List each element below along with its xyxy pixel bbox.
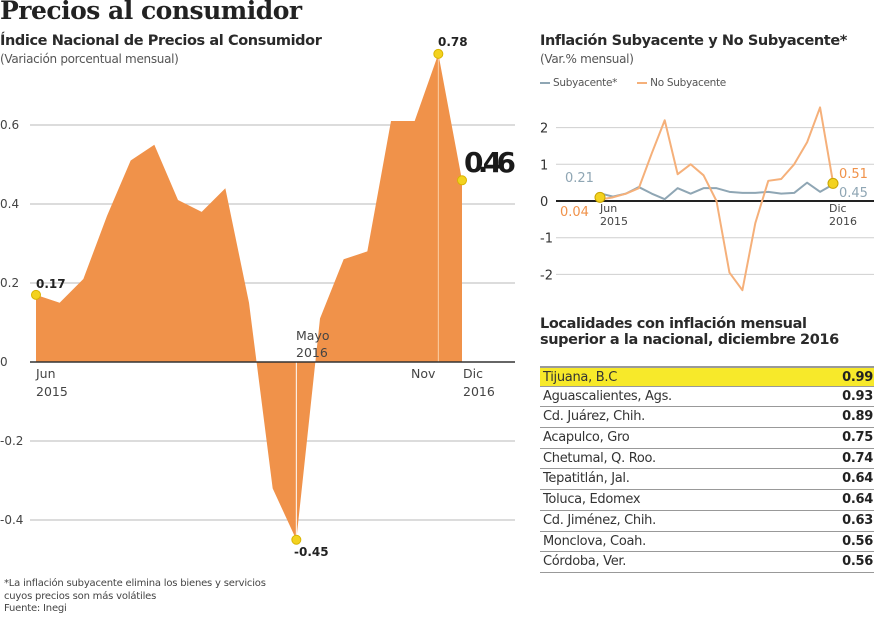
table-row: Acapulco, Gro 0.75 (540, 428, 874, 449)
y-tick-label: 0 (540, 195, 548, 210)
y-tick-label: -1 (540, 232, 553, 247)
x-label-dic-2016: 2016 (463, 384, 495, 399)
footnote-1: *La inflación subyacente elimina los bie… (4, 578, 266, 589)
table-row: Aguascalientes, Ags. 0.93 (540, 387, 874, 408)
table-row: Cd. Jiménez, Chih. 0.63 (540, 511, 874, 532)
series-line-no-subyacente (599, 106, 834, 292)
table-row: Chetumal, Q. Roo. 0.74 (540, 449, 874, 470)
inflation-value: 0.89 (842, 409, 873, 425)
table-row: Tijuana, B.C 0.99 (540, 366, 874, 387)
label-first: 0.17 (36, 277, 66, 291)
side-chart-subtitle: (Var.% mensual) (540, 52, 634, 66)
inflation-value: 0.75 (842, 430, 873, 446)
city-name: Cd. Juárez, Chih. (543, 409, 645, 425)
inflation-value: 0.93 (842, 388, 873, 404)
source: Fuente: Inegi (4, 603, 67, 614)
label-nosub-first: 0.04 (560, 205, 589, 220)
area-fill (36, 53, 462, 540)
y-tick-label: 0.6 (0, 118, 19, 132)
footnote-2: cuyos precios son más volátiles (4, 590, 157, 602)
y-tick-label: 0.2 (0, 276, 19, 290)
label-sub-last: 0.45 (839, 186, 868, 201)
table-row: Monclova, Coah. 0.56 (540, 532, 874, 553)
inflation-value: 0.56 (842, 554, 873, 570)
table-row: Córdoba, Ver. 0.56 (540, 552, 874, 573)
city-name: Tijuana, B.C (543, 370, 617, 385)
x-label-2016: 2016 (296, 345, 328, 360)
highlight-marker (31, 289, 41, 300)
city-name: Toluca, Edomex (543, 492, 641, 508)
y-tick-label: -0.4 (0, 513, 23, 527)
inflation-value: 0.63 (842, 512, 873, 528)
city-name: Chetumal, Q. Roo. (543, 450, 656, 466)
x-label-dic: Dic (463, 366, 483, 381)
x-label-mayo: Mayo (296, 328, 330, 343)
legend-no-subyacente: No Subyacente (650, 77, 726, 89)
table-row: Tepatitlán, Jal. 0.64 (540, 469, 874, 491)
inflation-value: 0.99 (842, 370, 873, 385)
legend-swatch-no-subyacente (637, 82, 648, 84)
label-last: 0.46 (464, 146, 516, 179)
city-name: Cd. Jiménez, Chih. (543, 512, 656, 528)
y-tick-label: 0 (0, 355, 8, 369)
footnotes: *La inflación subyacente elimina los bie… (4, 578, 266, 616)
highlight-marker (457, 175, 467, 186)
legend-subyacente: Subyacente* (553, 77, 618, 89)
y-tick-label: -0.2 (0, 434, 23, 448)
main-area-chart: 0.6 0.4 0.2 0 -0.2 -0.4 Jun 2015 Mayo 2016 Nov Dic 2… (0, 35, 516, 559)
x-label-2015: 2015 (36, 384, 68, 399)
cities-table: Tijuana, B.C 0.99 Aguascalientes, Ags. 0.93… (540, 366, 874, 573)
x-label-nov: Nov (411, 366, 436, 381)
highlight-marker (594, 191, 606, 203)
highlight-marker (291, 534, 302, 545)
side-chart-title: Inflación Subyacente y No Subyacente* (540, 33, 847, 49)
legend: Subyacente* No Subyacente (540, 77, 726, 89)
table-row: Toluca, Edomex 0.64 (540, 490, 874, 511)
city-name: Acapulco, Gro (543, 430, 630, 446)
page-title: Precios al consumidor (0, 0, 302, 25)
inflation-value: 0.74 (842, 450, 873, 466)
label-max: 0.78 (438, 35, 468, 49)
city-name: Monclova, Coah. (543, 533, 646, 549)
y-tick-label: 2 (540, 122, 548, 137)
city-name: Aguascalientes, Ags. (543, 388, 672, 404)
highlight-marker (827, 177, 839, 189)
label-nosub-last: 0.51 (839, 167, 868, 182)
inflation-value: 0.64 (842, 492, 873, 508)
inflation-value: 0.64 (842, 471, 873, 487)
main-chart-title: Índice Nacional de Precios al Consumidor (0, 33, 322, 49)
x-label-jun: Jun (35, 366, 56, 381)
highlight-marker (433, 48, 444, 59)
x-label-2015: 2015 (600, 215, 628, 228)
x-label-dic: Dic (829, 202, 847, 215)
y-tick-label: 1 (540, 158, 548, 173)
y-tick-label: 0.4 (0, 197, 19, 211)
main-chart-subtitle: (Variación porcentual mensual) (0, 52, 179, 66)
city-name: Tepatitlán, Jal. (543, 471, 630, 487)
legend-swatch-subyacente (540, 82, 550, 84)
y-tick-label: -2 (540, 268, 553, 283)
table-title: Localidades con inflación mensual superi… (540, 316, 839, 348)
inflation-value: 0.56 (842, 533, 873, 549)
series-line-subyacente (599, 181, 834, 201)
label-sub-first: 0.21 (565, 171, 594, 186)
label-min: -0.45 (294, 545, 329, 559)
city-name: Córdoba, Ver. (543, 554, 627, 570)
table-row: Cd. Juárez, Chih. 0.89 (540, 407, 874, 429)
x-label-jun: Jun (599, 202, 617, 215)
x-label-2016: 2016 (829, 215, 857, 228)
